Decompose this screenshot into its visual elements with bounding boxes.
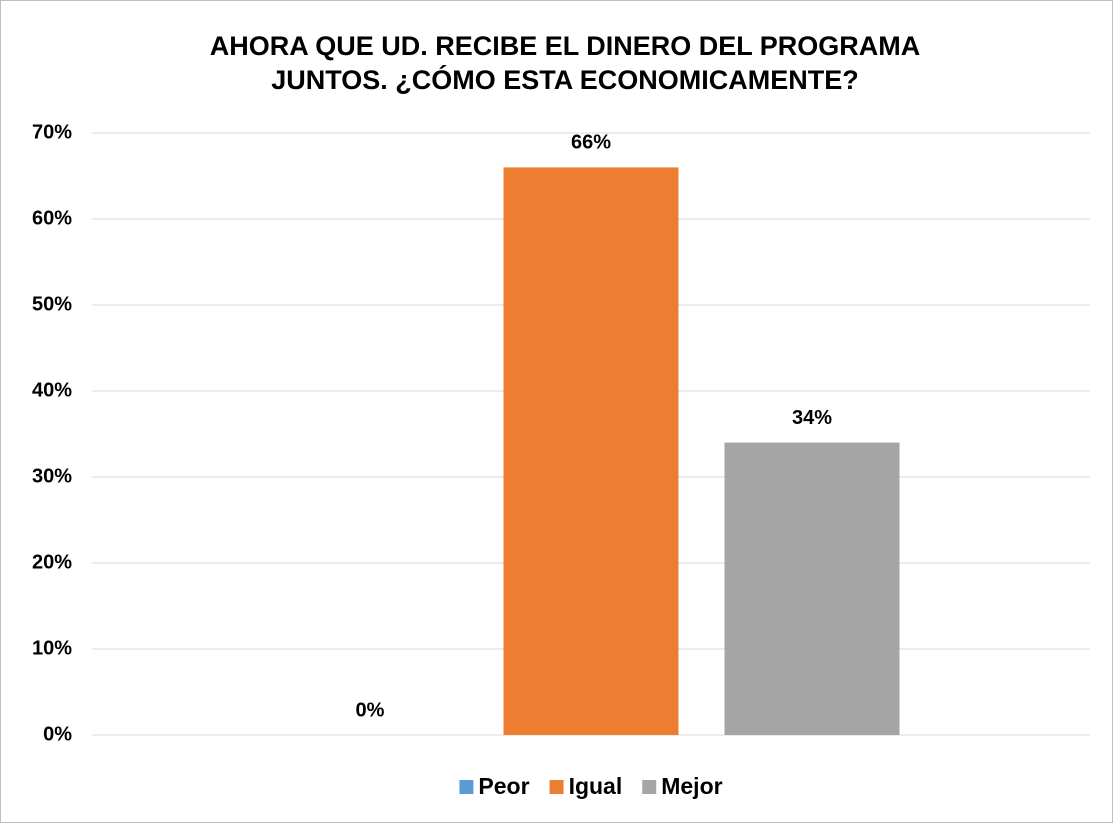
bar <box>503 167 679 735</box>
y-tick-label: 50% <box>32 293 72 315</box>
y-tick-label: 0% <box>43 723 72 745</box>
legend-label: Igual <box>569 773 623 799</box>
y-tick-label: 70% <box>32 121 72 143</box>
legend-swatch <box>549 780 564 794</box>
chart-title: JUNTOS. ¿CÓMO ESTA ECONOMICAMENTE? <box>271 64 859 95</box>
data-label: 66% <box>571 132 611 154</box>
legend-label: Mejor <box>661 773 722 799</box>
legend-swatch <box>642 780 657 794</box>
legend-swatch <box>459 780 474 794</box>
y-tick-label: 40% <box>32 379 72 401</box>
y-tick-label: 10% <box>32 637 72 659</box>
chart-title: AHORA QUE UD. RECIBE EL DINERO DEL PROGR… <box>210 31 921 61</box>
data-label: 0% <box>356 699 385 721</box>
y-tick-label: 30% <box>32 465 72 487</box>
bar <box>724 442 900 735</box>
y-tick-label: 60% <box>32 207 72 229</box>
legend-label: Peor <box>478 773 529 799</box>
data-label: 34% <box>792 407 832 429</box>
y-tick-label: 20% <box>32 551 72 573</box>
